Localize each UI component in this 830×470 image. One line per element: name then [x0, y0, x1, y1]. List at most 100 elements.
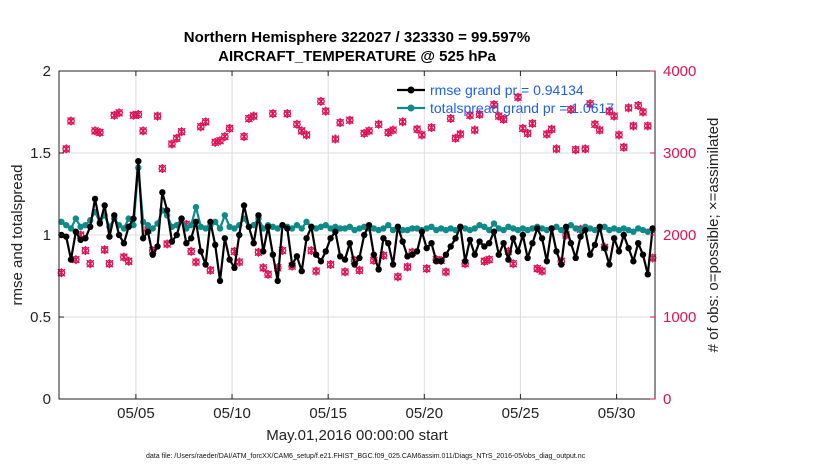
rmse-point	[634, 240, 642, 247]
obs-assimilated-marker	[292, 119, 301, 129]
obs-count-point	[341, 267, 349, 277]
rmse-point	[514, 248, 522, 255]
obs-count-point	[124, 256, 133, 266]
totalspread-point	[67, 225, 75, 232]
rmse-point	[115, 231, 123, 239]
totalspread-point	[466, 226, 474, 234]
totalspread-point	[447, 225, 454, 232]
totalspread-point	[577, 226, 584, 234]
totalspread-point	[385, 221, 392, 229]
totalspread-point	[437, 225, 445, 232]
obs-assimilated-marker	[312, 266, 321, 276]
totalspread-point	[187, 221, 195, 229]
rmse-point	[120, 240, 128, 247]
obs-assimilated-marker	[124, 256, 133, 266]
x-tick-label: 05/10	[213, 405, 251, 422]
obs-assimilated-marker	[67, 116, 75, 126]
rmse-line	[61, 160, 654, 283]
rmse-point	[529, 240, 536, 247]
rmse-point	[505, 256, 512, 263]
obs-count-point	[538, 266, 547, 276]
title: Northern Hemisphere 322027 / 323330 = 99…	[184, 29, 530, 65]
totalspread-point	[586, 225, 594, 232]
totalspread-point	[336, 225, 344, 232]
legend-label: totalspread grand pr = 1.0617	[430, 100, 614, 116]
rmse-point	[428, 240, 435, 247]
obs-assimilated-marker	[167, 139, 176, 149]
rmse-point	[111, 212, 118, 219]
rmse-point	[361, 231, 368, 239]
rmse-point	[91, 195, 99, 203]
rmse-point	[149, 251, 156, 258]
totalspread-point	[572, 225, 579, 232]
obs-assimilated-marker	[119, 252, 128, 262]
rmse-point	[591, 241, 599, 249]
totalspread-point	[332, 223, 339, 230]
y-tick-label: 2	[43, 63, 51, 80]
obs-assimilated-marker	[105, 259, 114, 269]
obs-assimilated-marker	[297, 126, 306, 136]
obs-assimilated-marker	[480, 256, 489, 266]
obs-count-point	[523, 128, 532, 138]
obs-count-point	[201, 117, 210, 127]
rmse-point	[96, 220, 104, 227]
obs-count-point	[619, 142, 628, 152]
chart-title-line1: Northern Hemisphere 322027 / 323330 = 99…	[184, 29, 530, 46]
rmse-point	[582, 226, 589, 234]
obs-count-point	[268, 109, 277, 119]
obs-count-point	[167, 139, 176, 149]
obs-count-point	[446, 114, 455, 124]
totalspread-point	[481, 223, 488, 230]
legend-entry-spread: totalspread grand pr = 1.0617	[397, 100, 614, 116]
totalspread-point	[413, 225, 421, 232]
obs-count-point	[456, 129, 465, 139]
x-axis-label: May.01,2016 00:00:00 start	[266, 427, 448, 444]
rmse-point	[226, 256, 233, 263]
y-tick-label: 1.5	[30, 145, 51, 162]
rmse-point	[567, 240, 575, 247]
rmse-point	[72, 228, 80, 235]
data-file-footer: data file: /Users/raeder/DAI/ATM_forcXX/…	[146, 453, 586, 460]
rmse-point	[442, 251, 450, 258]
obs-count-point	[624, 103, 633, 113]
obs-assimilated-marker	[595, 125, 604, 135]
rmse-point	[461, 258, 469, 265]
y-right-tick-label: 3000	[663, 145, 696, 162]
obs-assimilated-marker	[235, 257, 244, 267]
totalspread-point	[77, 223, 84, 230]
obs-assimilated-marker	[95, 128, 104, 137]
obs-assimilated-marker	[139, 126, 148, 136]
x-tick-label: 05/15	[309, 405, 347, 422]
obs-count-point	[220, 132, 229, 142]
rmse-point	[437, 258, 445, 265]
rmse-point	[231, 264, 238, 271]
y-axis-left: 0 0.5 1 1.5 2	[30, 63, 64, 408]
obs-count-point	[292, 119, 301, 129]
totalspread-point	[409, 225, 416, 232]
obs-assimilated-marker	[187, 246, 196, 256]
totalspread-point	[260, 225, 267, 232]
totalspread-point	[226, 223, 233, 230]
obs-count-point	[629, 121, 638, 131]
rmse-point	[572, 254, 579, 262]
rmse-point	[615, 248, 623, 255]
obs-count-point	[389, 125, 398, 135]
obs-count-point	[264, 269, 273, 279]
totalspread-point	[510, 225, 517, 232]
obs-assimilated-marker	[177, 127, 186, 137]
obs-assimilated-marker	[211, 137, 220, 147]
obs-count-point	[639, 107, 647, 117]
totalspread-point	[202, 225, 209, 232]
obs-assimilated-marker	[259, 263, 268, 273]
rmse-point	[543, 258, 551, 265]
obs-assimilated-marker	[485, 255, 494, 265]
obs-count-point	[115, 108, 124, 118]
obs-count-point	[81, 246, 90, 256]
rmse-point	[197, 248, 204, 255]
obs-assimilated-marker	[639, 107, 647, 117]
rmse-point	[293, 253, 301, 260]
totalspread-point	[606, 226, 613, 234]
rmse-point	[524, 254, 531, 262]
totalspread-point	[149, 225, 156, 232]
